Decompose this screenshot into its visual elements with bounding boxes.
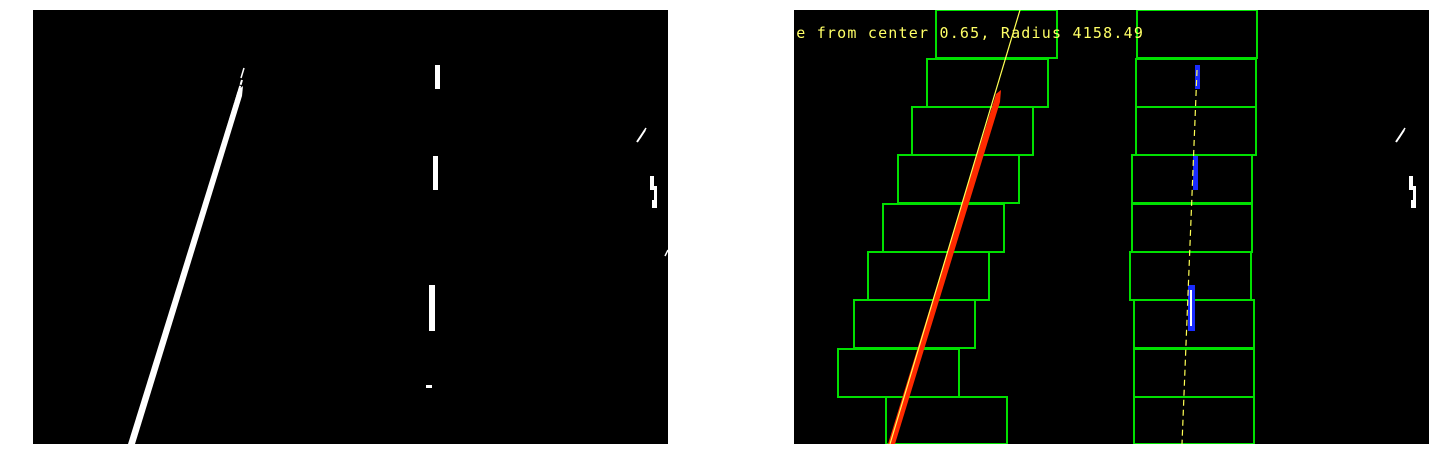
right-window <box>1131 203 1253 253</box>
left-window <box>897 154 1020 204</box>
noise-mark <box>1411 200 1416 208</box>
sliding-window-overlay <box>837 10 1416 444</box>
left-lane-pixels <box>888 90 1001 444</box>
noise-mark <box>1413 186 1416 200</box>
noise-mark <box>1398 127 1406 139</box>
sliding-window-panel: ce from center 0.65, Radius 4158.49 <box>794 10 1429 444</box>
left-window <box>926 58 1049 108</box>
noise-mark <box>664 249 668 257</box>
binary-warped-panel <box>33 10 668 444</box>
noise-mark <box>639 127 647 139</box>
left-lane-edge <box>131 79 243 444</box>
noise-mark <box>654 186 657 200</box>
left-window <box>882 203 1005 253</box>
noise-mark <box>1409 176 1413 190</box>
left-fit-line <box>889 10 1021 444</box>
left-window <box>911 106 1034 156</box>
left-window <box>885 396 1008 444</box>
left-window <box>867 251 990 301</box>
right-lane-dash <box>435 65 440 89</box>
right-lane-pixels <box>1195 65 1200 89</box>
right-lane-dash <box>429 285 435 331</box>
curvature-readout: ce from center 0.65, Radius 4158.49 <box>794 24 1145 42</box>
left-lane-tip <box>240 67 245 79</box>
noise-mark <box>652 200 657 208</box>
left-window <box>837 348 960 398</box>
right-window-stack <box>1129 10 1258 444</box>
right-lane-dash <box>426 385 432 388</box>
right-window <box>1136 10 1258 59</box>
right-window <box>1135 106 1257 156</box>
noise-mark <box>650 176 654 190</box>
left-window-stack <box>837 10 1058 444</box>
right-lane-dash <box>433 156 438 190</box>
right-window <box>1133 396 1255 444</box>
left-window <box>853 299 976 349</box>
binary-lane-pixels <box>128 65 668 444</box>
right-window <box>1133 348 1255 398</box>
right-fit-line <box>1181 69 1198 444</box>
right-lane-pixels <box>1193 156 1198 190</box>
right-lane-pixels-core <box>1190 290 1192 326</box>
